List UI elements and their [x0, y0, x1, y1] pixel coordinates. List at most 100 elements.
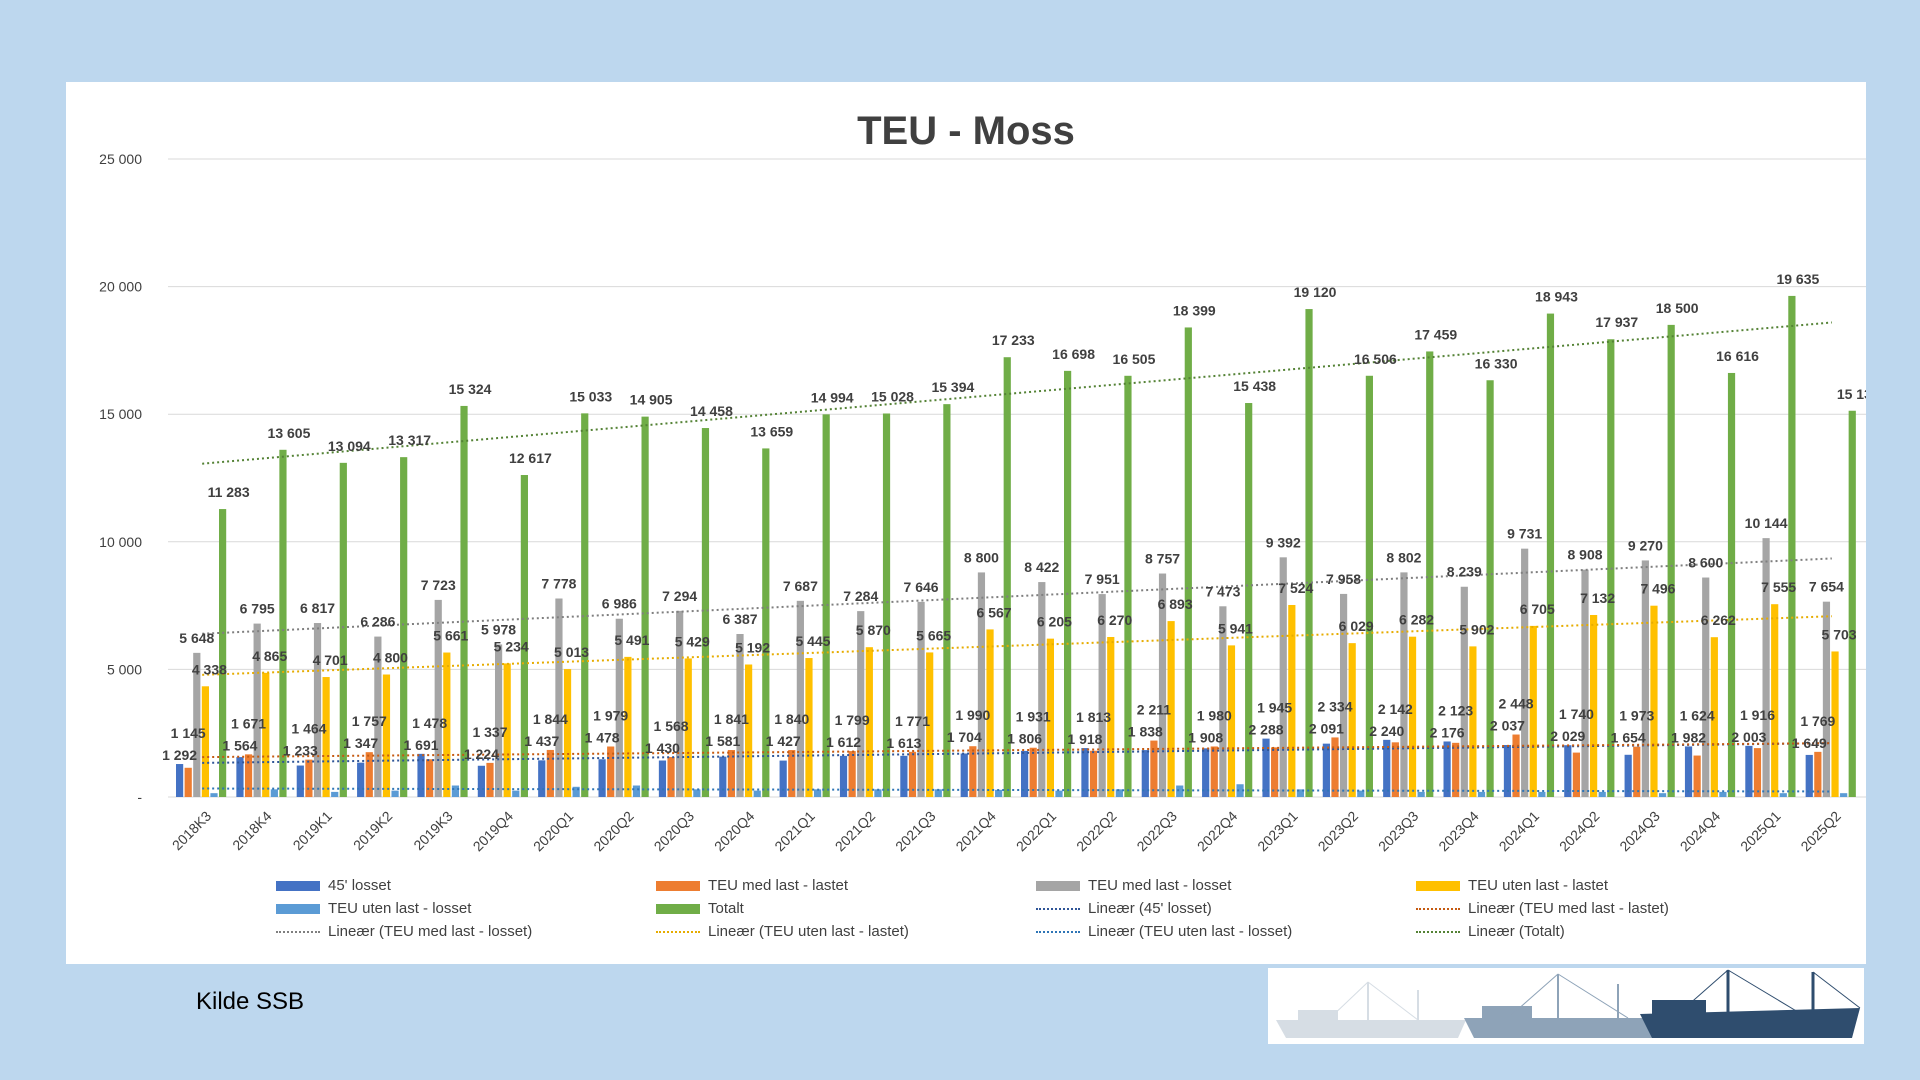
legend-label: Lineær (TEU med last - losset) [328, 923, 533, 940]
bar-teu-med-last-lastet [1029, 747, 1037, 797]
bar-teu-med-last-lastet [969, 746, 977, 797]
data-label: 17 233 [992, 332, 1035, 348]
bar-teu-med-last-losset [555, 598, 563, 797]
x-tick-label: 2020Q1 [530, 808, 577, 855]
data-label: 6 270 [1097, 612, 1132, 628]
bar-teu-med-last-lastet [244, 754, 253, 797]
data-label: 5 234 [494, 638, 529, 654]
data-label: 1 427 [766, 733, 801, 749]
data-label: 19 635 [1776, 271, 1819, 287]
legend-swatch [276, 903, 320, 914]
data-label: 8 757 [1145, 551, 1180, 567]
x-tick-label: 2019Q4 [470, 808, 517, 855]
bar-teu-uten-last-losset [1658, 793, 1667, 797]
data-label: 1 918 [1067, 731, 1102, 747]
bar-totalt [1727, 372, 1736, 797]
y-tick-label: - [137, 789, 142, 805]
data-label: 13 659 [750, 423, 793, 439]
x-tick-label: 2019K3 [410, 808, 456, 854]
data-label: 11 283 [208, 484, 250, 500]
bar-45-losset [1322, 743, 1330, 797]
data-label: 14 458 [690, 403, 733, 419]
legend-line-swatch [1036, 907, 1080, 910]
data-label: 1 613 [886, 735, 921, 751]
data-label: 6 817 [300, 600, 335, 616]
bar-45-losset [1262, 738, 1270, 797]
bar-teu-med-last-lastet [1814, 751, 1822, 797]
bar-totalt [1124, 375, 1132, 797]
bar-teu-uten-last-lastet [262, 672, 270, 797]
bar-teu-uten-last-lastet [1348, 643, 1356, 797]
legend-label: Lineær (TEU uten last - losset) [1088, 923, 1293, 940]
legend-label: Lineær (TEU med last - lastet) [1468, 900, 1669, 917]
legend-line-swatch [1416, 930, 1460, 933]
trendline-teu-uten-last-lastet [202, 615, 1832, 676]
data-label: 1 841 [714, 711, 749, 727]
data-label: 1 979 [593, 707, 628, 723]
data-label: 7 294 [662, 588, 697, 604]
bar-teu-med-last-lastet [184, 767, 192, 797]
bar-teu-uten-last-losset [1719, 791, 1727, 797]
data-label: 8 422 [1024, 559, 1059, 575]
data-label: 7 555 [1761, 579, 1796, 595]
bar-teu-uten-last-losset [1477, 791, 1486, 797]
bar-teu-uten-last-losset [1115, 789, 1123, 797]
data-label: 14 905 [630, 392, 673, 408]
data-label: 1 704 [947, 729, 982, 745]
bar-teu-uten-last-losset [210, 793, 218, 797]
data-label: 16 506 [1354, 351, 1397, 367]
bar-teu-uten-last-lastet [1107, 636, 1115, 797]
data-label: 1 464 [291, 721, 326, 737]
data-label: 6 262 [1701, 612, 1736, 628]
data-label: 13 605 [268, 425, 311, 441]
x-tick-label: 2024Q4 [1677, 808, 1724, 855]
bar-teu-med-last-losset [1158, 573, 1167, 797]
data-label: 1 224 [464, 746, 499, 762]
bar-45-losset [598, 759, 606, 797]
bar-teu-uten-last-losset [1598, 791, 1606, 797]
bar-teu-med-last-losset [917, 601, 925, 797]
bar-teu-uten-last-losset [1055, 790, 1063, 797]
bar-teu-uten-last-lastet [443, 652, 451, 797]
data-label: 18 500 [1656, 300, 1699, 316]
x-tick-label: 2022Q4 [1194, 808, 1241, 855]
bar-45-losset [357, 762, 365, 797]
bar-totalt [520, 475, 528, 797]
x-tick-label: 2022Q3 [1133, 808, 1180, 855]
bar-teu-med-last-losset [1762, 538, 1770, 797]
data-label: 1 337 [472, 724, 507, 740]
data-label: 7 723 [421, 577, 456, 593]
bar-teu-uten-last-losset [572, 786, 580, 797]
legend-item: Lineær (Totalt) [1416, 923, 1565, 940]
legend-label: Lineær (45' losset) [1088, 900, 1212, 917]
ship-mid-icon [1464, 973, 1668, 1038]
data-label: 15 394 [931, 379, 974, 395]
bar-teu-uten-last-lastet [563, 669, 572, 797]
bar-teu-med-last-lastet [727, 750, 736, 797]
bar-45-losset [1745, 745, 1753, 797]
data-label: 15 033 [569, 388, 612, 404]
data-label: 15 028 [871, 388, 914, 404]
chart-legend: 45' losset TEU med last - lastet TEU med l… [276, 877, 1736, 949]
data-label: 5 870 [856, 622, 891, 638]
data-label: 1 624 [1680, 707, 1715, 723]
legend-swatch [276, 880, 320, 891]
x-tick-label: 2023Q4 [1435, 808, 1482, 855]
bar-teu-uten-last-losset [1176, 785, 1184, 797]
data-label: 16 505 [1113, 351, 1156, 367]
bar-teu-med-last-lastet [1150, 740, 1158, 797]
bar-teu-med-last-losset [736, 634, 744, 797]
bar-teu-uten-last-lastet [1771, 604, 1779, 797]
bar-45-losset [1443, 741, 1451, 797]
data-label: 1 691 [404, 737, 439, 753]
data-label: 1 292 [162, 747, 197, 763]
data-label: 1 740 [1559, 706, 1594, 722]
bar-teu-med-last-losset [1038, 582, 1046, 797]
data-label: 8 800 [964, 549, 999, 565]
data-label: 1 478 [412, 715, 447, 731]
bar-teu-uten-last-losset [874, 789, 882, 797]
x-tick-label: 2022Q1 [1013, 808, 1060, 855]
data-label: 1 799 [835, 712, 870, 728]
data-label: 19 120 [1294, 284, 1337, 300]
bar-teu-med-last-lastet [1512, 734, 1520, 797]
